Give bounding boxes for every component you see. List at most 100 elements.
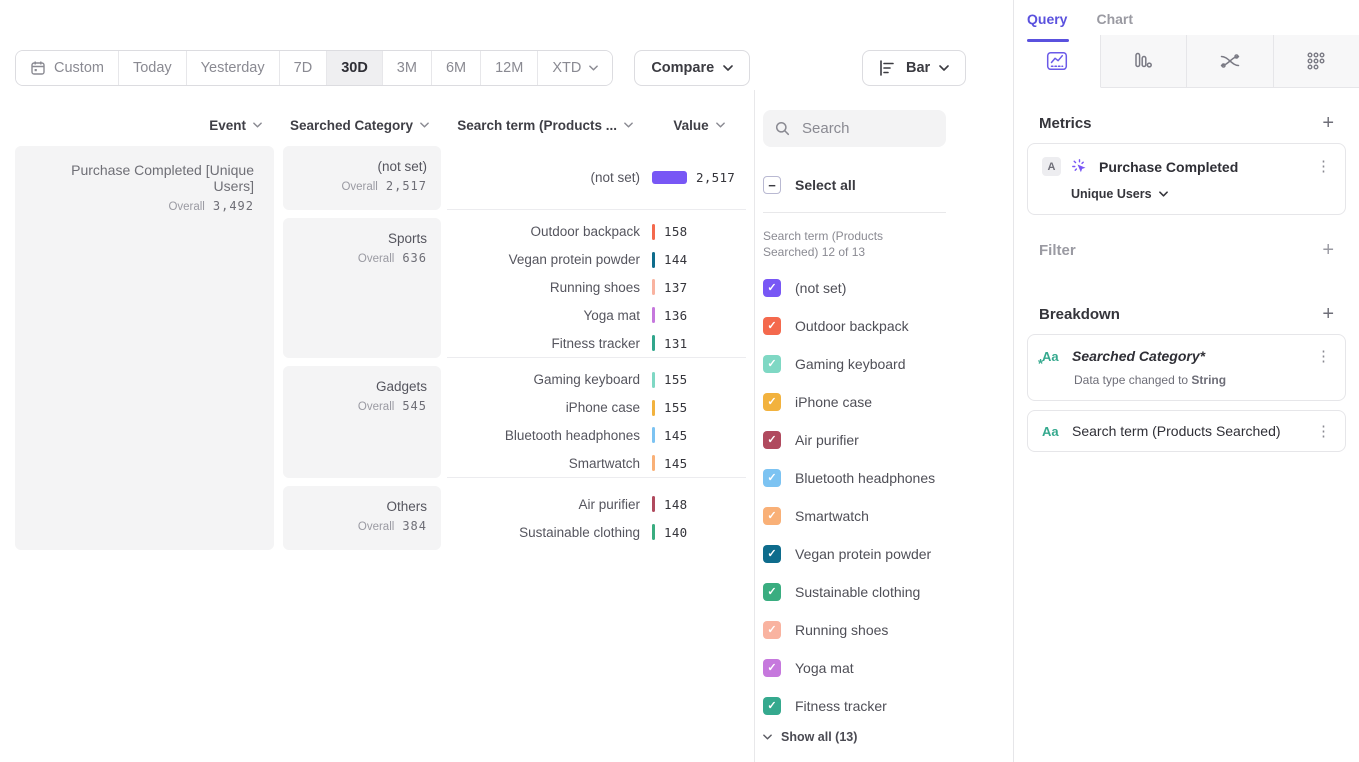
table-row[interactable]: Vegan protein powder144: [447, 246, 746, 274]
filter-item[interactable]: ✓Vegan protein powder: [763, 535, 946, 573]
checkbox-checked[interactable]: ✓: [763, 393, 781, 411]
table-row[interactable]: Bluetooth headphones145: [447, 422, 746, 450]
checkbox-checked[interactable]: ✓: [763, 697, 781, 715]
checkbox-checked[interactable]: ✓: [763, 507, 781, 525]
table-row[interactable]: (not set)2,517: [447, 164, 746, 192]
checkbox-checked[interactable]: ✓: [763, 431, 781, 449]
category-cell[interactable]: SportsOverall636: [283, 218, 441, 358]
breakdown-card[interactable]: Aa* Searched Category* ⋮ Data type chang…: [1027, 334, 1346, 401]
date-range-custom[interactable]: Custom: [16, 51, 119, 85]
filter-item-label: Bluetooth headphones: [795, 470, 935, 486]
search-input[interactable]: [800, 119, 934, 138]
term-label: Sustainable clothing: [447, 525, 640, 540]
filter-title: Filter: [1039, 242, 1076, 259]
filter-item[interactable]: ✓Fitness tracker: [763, 687, 946, 725]
breakdown-card[interactable]: Aa Search term (Products Searched) ⋮: [1027, 410, 1346, 452]
chevron-down-icon: [716, 122, 725, 128]
checkbox-checked[interactable]: ✓: [763, 355, 781, 373]
checkbox-checked[interactable]: ✓: [763, 469, 781, 487]
table-row[interactable]: iPhone case155: [447, 394, 746, 422]
compare-button[interactable]: Compare: [634, 50, 750, 86]
filter-item[interactable]: ✓Sustainable clothing: [763, 573, 946, 611]
column-header-value[interactable]: Value: [652, 114, 746, 136]
filter-item-label: Gaming keyboard: [795, 356, 906, 372]
event-sparkle-icon: [1071, 158, 1089, 176]
category-cell[interactable]: GadgetsOverall545: [283, 366, 441, 478]
column-header-event[interactable]: Event: [15, 114, 262, 136]
value-bar: [652, 524, 655, 540]
table-row[interactable]: Gaming keyboard155: [447, 366, 746, 394]
date-range-30d[interactable]: 30D: [327, 51, 383, 85]
checkbox-checked[interactable]: ✓: [763, 659, 781, 677]
value-label: 137: [664, 280, 687, 295]
chevron-down-icon: [624, 122, 633, 128]
tab-chart[interactable]: Chart: [1096, 11, 1133, 35]
counting-method-dropdown[interactable]: Unique Users: [1071, 187, 1331, 201]
check-icon: ✓: [767, 663, 776, 674]
date-range-yesterday[interactable]: Yesterday: [187, 51, 280, 85]
metrics-title: Metrics: [1039, 115, 1092, 132]
tab-query[interactable]: Query: [1027, 11, 1067, 35]
filter-item[interactable]: ✓(not set): [763, 269, 946, 307]
date-range-label: XTD: [552, 60, 581, 76]
table-row[interactable]: Air purifier148: [447, 490, 746, 518]
chevron-down-icon: [253, 122, 262, 128]
table-row[interactable]: Outdoor backpack158: [447, 218, 746, 246]
date-range-label: Yesterday: [201, 60, 265, 76]
date-range-label: 7D: [294, 60, 313, 76]
show-all-button[interactable]: Show all (13): [763, 730, 946, 744]
date-range-7d[interactable]: 7D: [280, 51, 328, 85]
filter-item[interactable]: ✓Air purifier: [763, 421, 946, 459]
date-range-3m[interactable]: 3M: [383, 51, 432, 85]
kebab-menu-icon[interactable]: ⋮: [1316, 159, 1331, 174]
checkbox-checked[interactable]: ✓: [763, 279, 781, 297]
filter-item[interactable]: ✓ Bluetooth headphones: [763, 459, 946, 497]
date-range-12m[interactable]: 12M: [481, 51, 538, 85]
date-range-6m[interactable]: 6M: [432, 51, 481, 85]
table-row[interactable]: Yoga mat136: [447, 301, 746, 329]
checkbox-checked[interactable]: ✓: [763, 583, 781, 601]
category-cell[interactable]: OthersOverall384: [283, 486, 441, 550]
kebab-menu-icon[interactable]: ⋮: [1316, 349, 1331, 364]
checkbox-checked[interactable]: ✓: [763, 317, 781, 335]
chart-type-button[interactable]: Bar: [862, 50, 966, 86]
term-rows: (not set)2,517: [447, 146, 746, 210]
flow-tab[interactable]: [1187, 35, 1274, 88]
metric-series-badge: A: [1042, 157, 1061, 176]
checkbox-checked[interactable]: ✓: [763, 621, 781, 639]
filter-item[interactable]: ✓ Gaming keyboard: [763, 345, 946, 383]
category-cell[interactable]: (not set)Overall2,517: [283, 146, 441, 210]
table-row[interactable]: Running shoes137: [447, 274, 746, 302]
table-row[interactable]: Smartwatch145: [447, 449, 746, 477]
retention-tab[interactable]: [1274, 35, 1359, 88]
overall-label: Overall: [358, 521, 394, 533]
filter-item[interactable]: ✓Outdoor backpack: [763, 307, 946, 345]
column-header-search-term[interactable]: Search term (Products ...: [447, 114, 633, 136]
select-all-row[interactable]: − Select all: [763, 176, 946, 194]
select-all-checkbox[interactable]: −: [763, 176, 781, 194]
table-row[interactable]: Sustainable clothing140: [447, 518, 746, 546]
add-breakdown-button[interactable]: +: [1322, 304, 1334, 324]
insights-tab[interactable]: [1014, 35, 1101, 88]
column-header-label: Search term (Products ...: [457, 118, 617, 133]
filter-item-label: iPhone case: [795, 394, 872, 410]
filter-item[interactable]: ✓ iPhone case: [763, 383, 946, 421]
kebab-menu-icon[interactable]: ⋮: [1316, 424, 1331, 439]
metric-card[interactable]: A Purchase Completed ⋮ Unique Users: [1027, 143, 1346, 215]
category-name: Gadgets: [297, 379, 427, 394]
add-filter-button[interactable]: +: [1322, 240, 1334, 260]
filter-item[interactable]: ✓Smartwatch: [763, 497, 946, 535]
show-all-label: Show all (13): [781, 730, 857, 744]
add-metric-button[interactable]: +: [1322, 113, 1334, 133]
funnel-tab[interactable]: [1101, 35, 1188, 88]
column-header-searched-category[interactable]: Searched Category: [283, 114, 429, 136]
date-range-xtd[interactable]: XTD: [538, 51, 612, 85]
checkbox-checked[interactable]: ✓: [763, 545, 781, 563]
filter-item[interactable]: ✓Running shoes: [763, 611, 946, 649]
segment-filter-panel: − Select all Search term (Products Searc…: [763, 110, 946, 744]
date-range-today[interactable]: Today: [119, 51, 187, 85]
search-box[interactable]: [763, 110, 946, 147]
table-row[interactable]: Fitness tracker131: [447, 329, 746, 357]
event-cell[interactable]: Purchase Completed [Unique Users] Overal…: [15, 146, 274, 550]
filter-item[interactable]: ✓Yoga mat: [763, 649, 946, 687]
